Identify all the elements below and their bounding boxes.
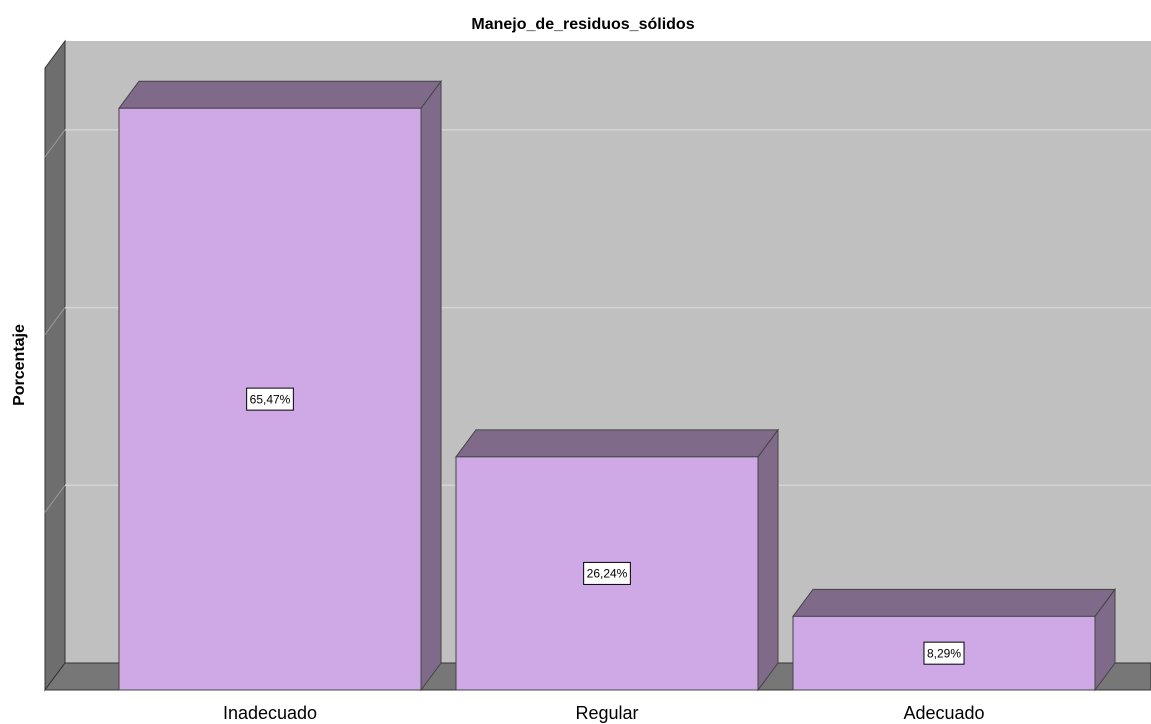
y-axis-label: Porcentaje — [11, 324, 28, 406]
x-tick-label: Inadecuado — [223, 703, 317, 723]
x-tick-label: Regular — [575, 703, 638, 723]
grid-line-wall — [44, 307, 66, 335]
bar-top — [118, 80, 442, 109]
grid-line-wall — [44, 484, 66, 513]
bar-top — [455, 429, 779, 458]
bar-side — [420, 79, 442, 692]
chart-title: Manejo_de_residuos_sólidos — [471, 16, 694, 33]
bar: 65,47% — [118, 79, 442, 692]
value-label: 8,29% — [927, 646, 961, 660]
x-tick-label: Adecuado — [903, 703, 984, 723]
bar: 8,29% — [792, 587, 1116, 692]
left-wall — [44, 39, 66, 692]
value-label: 65,47% — [250, 392, 291, 406]
bar: 26,24% — [455, 428, 779, 692]
grid-line-wall — [44, 129, 66, 158]
value-label: 26,24% — [587, 567, 628, 581]
value-label-box — [246, 387, 294, 411]
bar-side — [757, 428, 779, 692]
value-label-box — [583, 561, 631, 585]
value-label-box — [923, 641, 965, 665]
bar-top — [792, 588, 1116, 617]
